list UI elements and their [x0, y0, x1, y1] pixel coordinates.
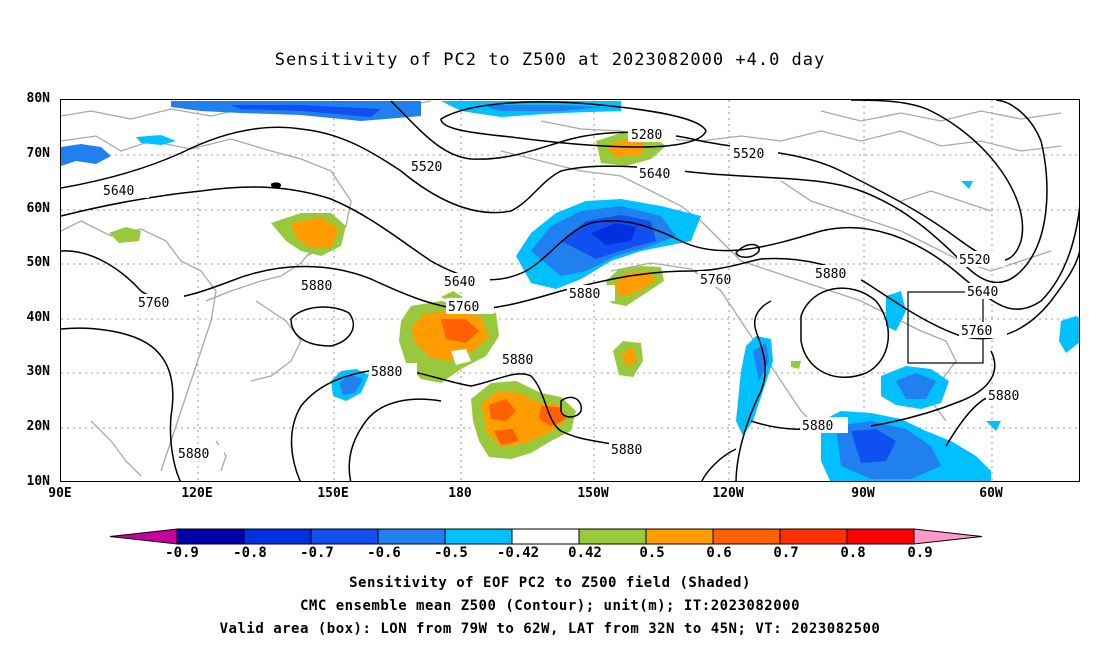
colorbar-swatch — [846, 528, 915, 545]
colorbar-swatch — [645, 528, 714, 545]
colorbar-swatch — [779, 528, 848, 545]
colorbar-arrow-low — [109, 528, 178, 545]
lon-label-120e: 120E — [181, 486, 213, 501]
lon-label-180: 180 — [448, 486, 472, 501]
contour-label-5640-c: 5640 — [444, 275, 475, 290]
contour-label-5880-d: 5880 — [371, 365, 402, 380]
contour-label-5880-g: 5880 — [802, 419, 833, 434]
lat-label-10n: 10N — [26, 474, 50, 489]
colorbar-label-0.7: 0.7 — [773, 545, 799, 561]
colorbar-swatch — [578, 528, 647, 545]
lat-label-50n: 50N — [26, 255, 50, 270]
colorbar-swatch — [377, 528, 446, 545]
lat-label-40n: 40N — [26, 310, 50, 325]
contour-label-5880-c: 5880 — [815, 267, 846, 282]
contour-label-5880-b: 5880 — [569, 287, 600, 302]
colorbar-swatch — [511, 528, 580, 545]
colorbar-swatch — [176, 528, 245, 545]
lon-label-120w: 120W — [712, 486, 744, 501]
lon-label-150e: 150E — [317, 486, 349, 501]
colorbar-swatch — [712, 528, 781, 545]
contour-label-5760-d: 5760 — [961, 324, 992, 339]
lon-label-60w: 60W — [979, 486, 1003, 501]
footer-line-2: CMC ensemble mean Z500 (Contour); unit(m… — [299, 598, 800, 614]
colorbar-label-0.9: 0.9 — [907, 545, 933, 561]
footer-line-3: Valid area (box): LON from 79W to 62W, L… — [219, 621, 881, 637]
lat-label-60n: 60N — [26, 201, 50, 216]
contour-label-5880-i: 5880 — [178, 447, 209, 462]
colorbar-swatch — [243, 528, 312, 545]
contour-label-5760-a: 5760 — [138, 296, 169, 311]
contour-label-5520-c: 5520 — [959, 253, 990, 268]
colorbar-swatch — [310, 528, 379, 545]
contour-label-5880-e: 5880 — [502, 353, 533, 368]
map-title: Sensitivity of PC2 to Z500 at 2023082000… — [274, 50, 826, 70]
contour-label-5880-f: 5880 — [611, 443, 642, 458]
contour-label-5520-b: 5520 — [733, 147, 764, 162]
contour-label-5880-a: 5880 — [301, 279, 332, 294]
map-panel: 5280 5520 5520 5520 5640 5640 5640 5640 … — [60, 99, 1080, 482]
colorbar-label-0.5: 0.5 — [639, 545, 665, 561]
contour-label-5520-a: 5520 — [411, 160, 442, 175]
positive-sensitivity-shading — [109, 133, 801, 459]
colorbar-label-m0.42: -0.42 — [496, 545, 540, 561]
contour-label-5880-h: 5880 — [988, 389, 1019, 404]
lat-label-30n: 30N — [26, 364, 50, 379]
colorbar-label-m0.9: -0.9 — [165, 545, 199, 561]
contour-label-5640-b: 5640 — [639, 167, 670, 182]
lon-label-90e: 90E — [48, 486, 72, 501]
contour-label-5640-d: 5640 — [967, 285, 998, 300]
colorbar-arrow-high — [913, 528, 983, 545]
contour-label-5280: 5280 — [631, 128, 662, 143]
lon-label-90w: 90W — [851, 486, 875, 501]
colorbar-label-0.8: 0.8 — [840, 545, 866, 561]
colorbar-swatch — [444, 528, 513, 545]
map-canvas: 5280 5520 5520 5520 5640 5640 5640 5640 … — [61, 100, 1079, 481]
lon-label-150w: 150W — [577, 486, 609, 501]
lat-label-80n: 80N — [26, 91, 50, 106]
colorbar-label-0.6: 0.6 — [706, 545, 732, 561]
colorbar-label-m0.7: -0.7 — [300, 545, 334, 561]
colorbar-label-m0.6: -0.6 — [367, 545, 401, 561]
lat-label-20n: 20N — [26, 419, 50, 434]
contour-label-5760-b: 5760 — [448, 300, 479, 315]
colorbar-label-m0.8: -0.8 — [233, 545, 267, 561]
contour-labels: 5280 5520 5520 5520 5640 5640 5640 5640 … — [101, 126, 1034, 462]
negative-sensitivity-shading — [61, 101, 1079, 481]
footer-line-1: Sensitivity of EOF PC2 to Z500 field (Sh… — [349, 575, 751, 591]
colorbar-label-0.42: 0.42 — [568, 545, 602, 561]
contour-label-5760-c: 5760 — [700, 273, 731, 288]
colorbar-label-m0.5: -0.5 — [434, 545, 468, 561]
contour-label-5640-a: 5640 — [103, 184, 134, 199]
lat-label-70n: 70N — [26, 146, 50, 161]
